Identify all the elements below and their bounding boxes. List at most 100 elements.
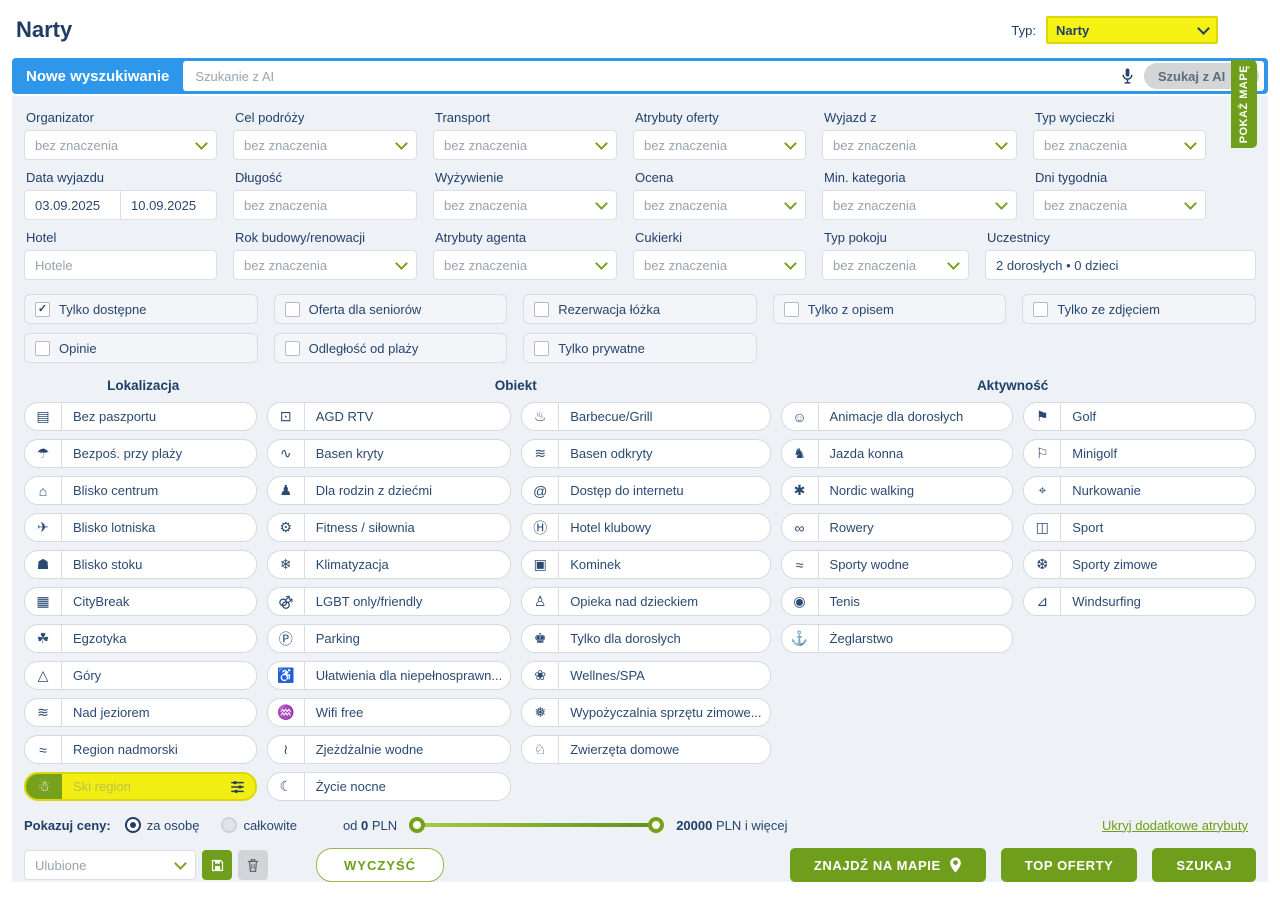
dropdown-cel-podrozy[interactable]: bez znaczenia <box>233 130 417 160</box>
attr-nordic-walking[interactable]: ✱ Nordic walking <box>780 476 1014 505</box>
favorites-select[interactable]: Ulubione <box>24 850 196 880</box>
attr-label: Tenis <box>829 594 860 609</box>
delete-favorite-button[interactable] <box>238 850 268 880</box>
date-from-input[interactable]: 03.09.2025 <box>35 197 101 213</box>
ai-search-input[interactable]: Szukanie z AI Szukaj z AI ➤ <box>183 61 1264 91</box>
attr-nurkowanie[interactable]: ⌖ Nurkowanie <box>1023 476 1256 505</box>
input-dlugosc[interactable]: bez znaczenia <box>233 190 417 220</box>
radio-za-osobe[interactable] <box>124 817 141 833</box>
checkbox-tylko-ze-zdjeciem[interactable]: Tylko ze zdjęciem <box>1022 294 1256 324</box>
dropdown-cukierki[interactable]: bez znaczenia <box>633 250 806 280</box>
radio-calkowite[interactable] <box>221 817 238 833</box>
trash-icon <box>246 858 260 873</box>
find-on-map-button[interactable]: ZNAJDŹ NA MAPIE <box>789 848 986 882</box>
attr-region-nadmorski[interactable]: ≈ Region nadmorski <box>24 735 257 764</box>
attr-klimatyzacja[interactable]: ❄ Klimatyzacja <box>266 550 512 579</box>
attr-lgbt-only-friendly[interactable]: ⚣ LGBT only/friendly <box>266 587 512 616</box>
dropdown-min-kategoria[interactable]: bez znaczenia <box>822 190 1017 220</box>
dropdown-wyjazd-z[interactable]: bez znaczenia <box>822 130 1017 160</box>
attr-zwierzeta-domowe[interactable]: ♘ Zwierzęta domowe <box>521 735 771 764</box>
date-to-input[interactable]: 10.09.2025 <box>120 191 216 219</box>
dropdown-typ-pokoju[interactable]: bez znaczenia <box>822 250 969 280</box>
attr-wypozyczalnia-sprzetu-zimowe[interactable]: ❅ Wypożyczalnia sprzętu zimowe... <box>521 698 771 727</box>
attr-gory[interactable]: △ Góry <box>24 661 257 690</box>
slider-handle-min[interactable] <box>409 817 426 833</box>
attr-animacje-dla-doroslych[interactable]: ☺ Animacje dla dorosłych <box>780 402 1014 431</box>
checkbox-oferta-dla-seniorow[interactable]: Oferta dla seniorów <box>273 294 508 324</box>
attr-blisko-lotniska[interactable]: ✈ Blisko lotniska <box>24 513 257 542</box>
attr-basen-kryty[interactable]: ∿ Basen kryty <box>266 439 512 468</box>
dropdown-atrybuty-oferty[interactable]: bez znaczenia <box>633 130 806 160</box>
attr-bez-paszportu[interactable]: ▤ Bez paszportu <box>24 402 257 431</box>
attr-minigolf[interactable]: ⚐ Minigolf <box>1023 439 1256 468</box>
checkbox-label: Opinie <box>59 340 97 356</box>
slider-handle-max[interactable] <box>648 817 665 833</box>
attr-sporty-wodne[interactable]: ≈ Sporty wodne <box>780 550 1014 579</box>
attr-jazda-konna[interactable]: ♞ Jazda konna <box>780 439 1014 468</box>
checkbox-tylko-z-opisem[interactable]: Tylko z opisem <box>772 294 1007 324</box>
dropdown-value: bez znaczenia <box>644 197 728 213</box>
sliders-icon[interactable] <box>230 780 245 794</box>
attr-parking[interactable]: Ⓟ Parking <box>266 624 512 653</box>
dropdown-rok-budowy-renowacji[interactable]: bez znaczenia <box>233 250 417 280</box>
attr-zycie-nocne[interactable]: ☾ Życie nocne <box>266 772 512 801</box>
dropdown-dni-tygodnia[interactable]: bez znaczenia <box>1033 190 1206 220</box>
attr-wellnes-spa[interactable]: ❀ Wellnes/SPA <box>521 661 771 690</box>
attr-ulatwienia-dla-niepelnosprawn[interactable]: ♿ Ułatwienia dla niepełnosprawn... <box>266 661 512 690</box>
attr-opieka-nad-dzieckiem[interactable]: ♙ Opieka nad dzieckiem <box>521 587 771 616</box>
attr-tenis[interactable]: ◉ Tenis <box>780 587 1014 616</box>
attr-label: AGD RTV <box>315 409 374 424</box>
attr-zjezdzalnie-wodne[interactable]: ≀ Zjeżdżalnie wodne <box>266 735 512 764</box>
attr-blisko-stoku[interactable]: ☗ Blisko stoku <box>24 550 257 579</box>
dropdown-wyzywienie[interactable]: bez znaczenia <box>433 190 617 220</box>
attr-barbecue-grill[interactable]: ♨ Barbecue/Grill <box>521 402 771 431</box>
attr-tylko-dla-doroslych[interactable]: ♚ Tylko dla dorosłych <box>521 624 771 653</box>
show-map-tab[interactable]: POKAŻ MAPĘ <box>1231 60 1257 148</box>
attr-label: Blisko lotniska <box>73 520 156 535</box>
attr-windsurfing[interactable]: ⊿ Windsurfing <box>1023 587 1256 616</box>
attr-egzotyka[interactable]: ☘ Egzotyka <box>24 624 257 653</box>
microphone-icon[interactable] <box>1116 64 1140 88</box>
dropdown-typ-wycieczki[interactable]: bez znaczenia <box>1033 130 1206 160</box>
filter-field-uczestnicy: Uczestnicy 2 dorosłych • 0 dzieci <box>985 228 1256 280</box>
attr-sport[interactable]: ◫ Sport <box>1023 513 1256 542</box>
checkbox-opinie[interactable]: Opinie <box>24 333 258 363</box>
clear-button[interactable]: WYCZYŚĆ <box>316 848 444 882</box>
attr-fitness-silownia[interactable]: ⚙ Fitness / siłownia <box>266 513 512 542</box>
attr-golf[interactable]: ⚑ Golf <box>1023 402 1256 431</box>
input-uczestnicy[interactable]: 2 dorosłych • 0 dzieci <box>985 250 1256 280</box>
dropdown-transport[interactable]: bez znaczenia <box>433 130 617 160</box>
attr-sporty-zimowe[interactable]: ❆ Sporty zimowe <box>1023 550 1256 579</box>
attr-rowery[interactable]: ∞ Rowery <box>780 513 1014 542</box>
checkbox-tylko-prywatne[interactable]: Tylko prywatne <box>523 333 757 363</box>
dropdown-atrybuty-agenta[interactable]: bez znaczenia <box>433 250 617 280</box>
date-range-input[interactable]: 03.09.2025 10.09.2025 <box>24 190 217 220</box>
attr-basen-odkryty[interactable]: ≋ Basen odkryty <box>521 439 771 468</box>
attr-blisko-centrum[interactable]: ⌂ Blisko centrum <box>24 476 257 505</box>
attr-bezpos-przy-plazy[interactable]: ☂ Bezpoś. przy plaży <box>24 439 257 468</box>
attr-nad-jeziorem[interactable]: ≋ Nad jeziorem <box>24 698 257 727</box>
attr-label: CityBreak <box>73 594 130 609</box>
dropdown-organizator[interactable]: bez znaczenia <box>24 130 217 160</box>
attr-hotel-klubowy[interactable]: Ⓗ Hotel klubowy <box>521 513 771 542</box>
attr-wifi-free[interactable]: ♒ Wifi free <box>266 698 512 727</box>
input-hotel[interactable]: Hotele <box>24 250 217 280</box>
dropdown-ocena[interactable]: bez znaczenia <box>633 190 806 220</box>
checkbox-tylko-dostepne[interactable]: Tylko dostępne <box>24 294 258 324</box>
new-search-button[interactable]: Nowe wyszukiwanie <box>26 67 170 85</box>
checkbox-rezerwacja-lozka[interactable]: Rezerwacja łóżka <box>523 294 757 324</box>
attr-kominek[interactable]: ▣ Kominek <box>521 550 771 579</box>
checkbox-odleglosc-od-plazy[interactable]: Odległość od plaży <box>273 333 508 363</box>
search-button[interactable]: SZUKAJ <box>1152 848 1256 882</box>
attr-dostep-do-internetu[interactable]: @ Dostęp do internetu <box>521 476 771 505</box>
trip-type-select[interactable]: Narty <box>1046 16 1218 44</box>
save-favorite-button[interactable] <box>202 850 232 880</box>
attr-agd-rtv[interactable]: ⊡ AGD RTV <box>266 402 512 431</box>
attr-citybreak[interactable]: ▦ CityBreak <box>24 587 257 616</box>
attr-ski-region[interactable]: ☃ Ski region <box>24 772 257 801</box>
top-offers-button[interactable]: TOP OFERTY <box>1000 848 1138 882</box>
hide-attributes-link[interactable]: Ukryj dodatkowe atrybuty <box>1102 817 1248 833</box>
attr-dla-rodzin-z-dziecmi[interactable]: ♟ Dla rodzin z dziećmi <box>266 476 512 505</box>
attr-zeglarstwo[interactable]: ⚓ Żeglarstwo <box>780 624 1014 653</box>
